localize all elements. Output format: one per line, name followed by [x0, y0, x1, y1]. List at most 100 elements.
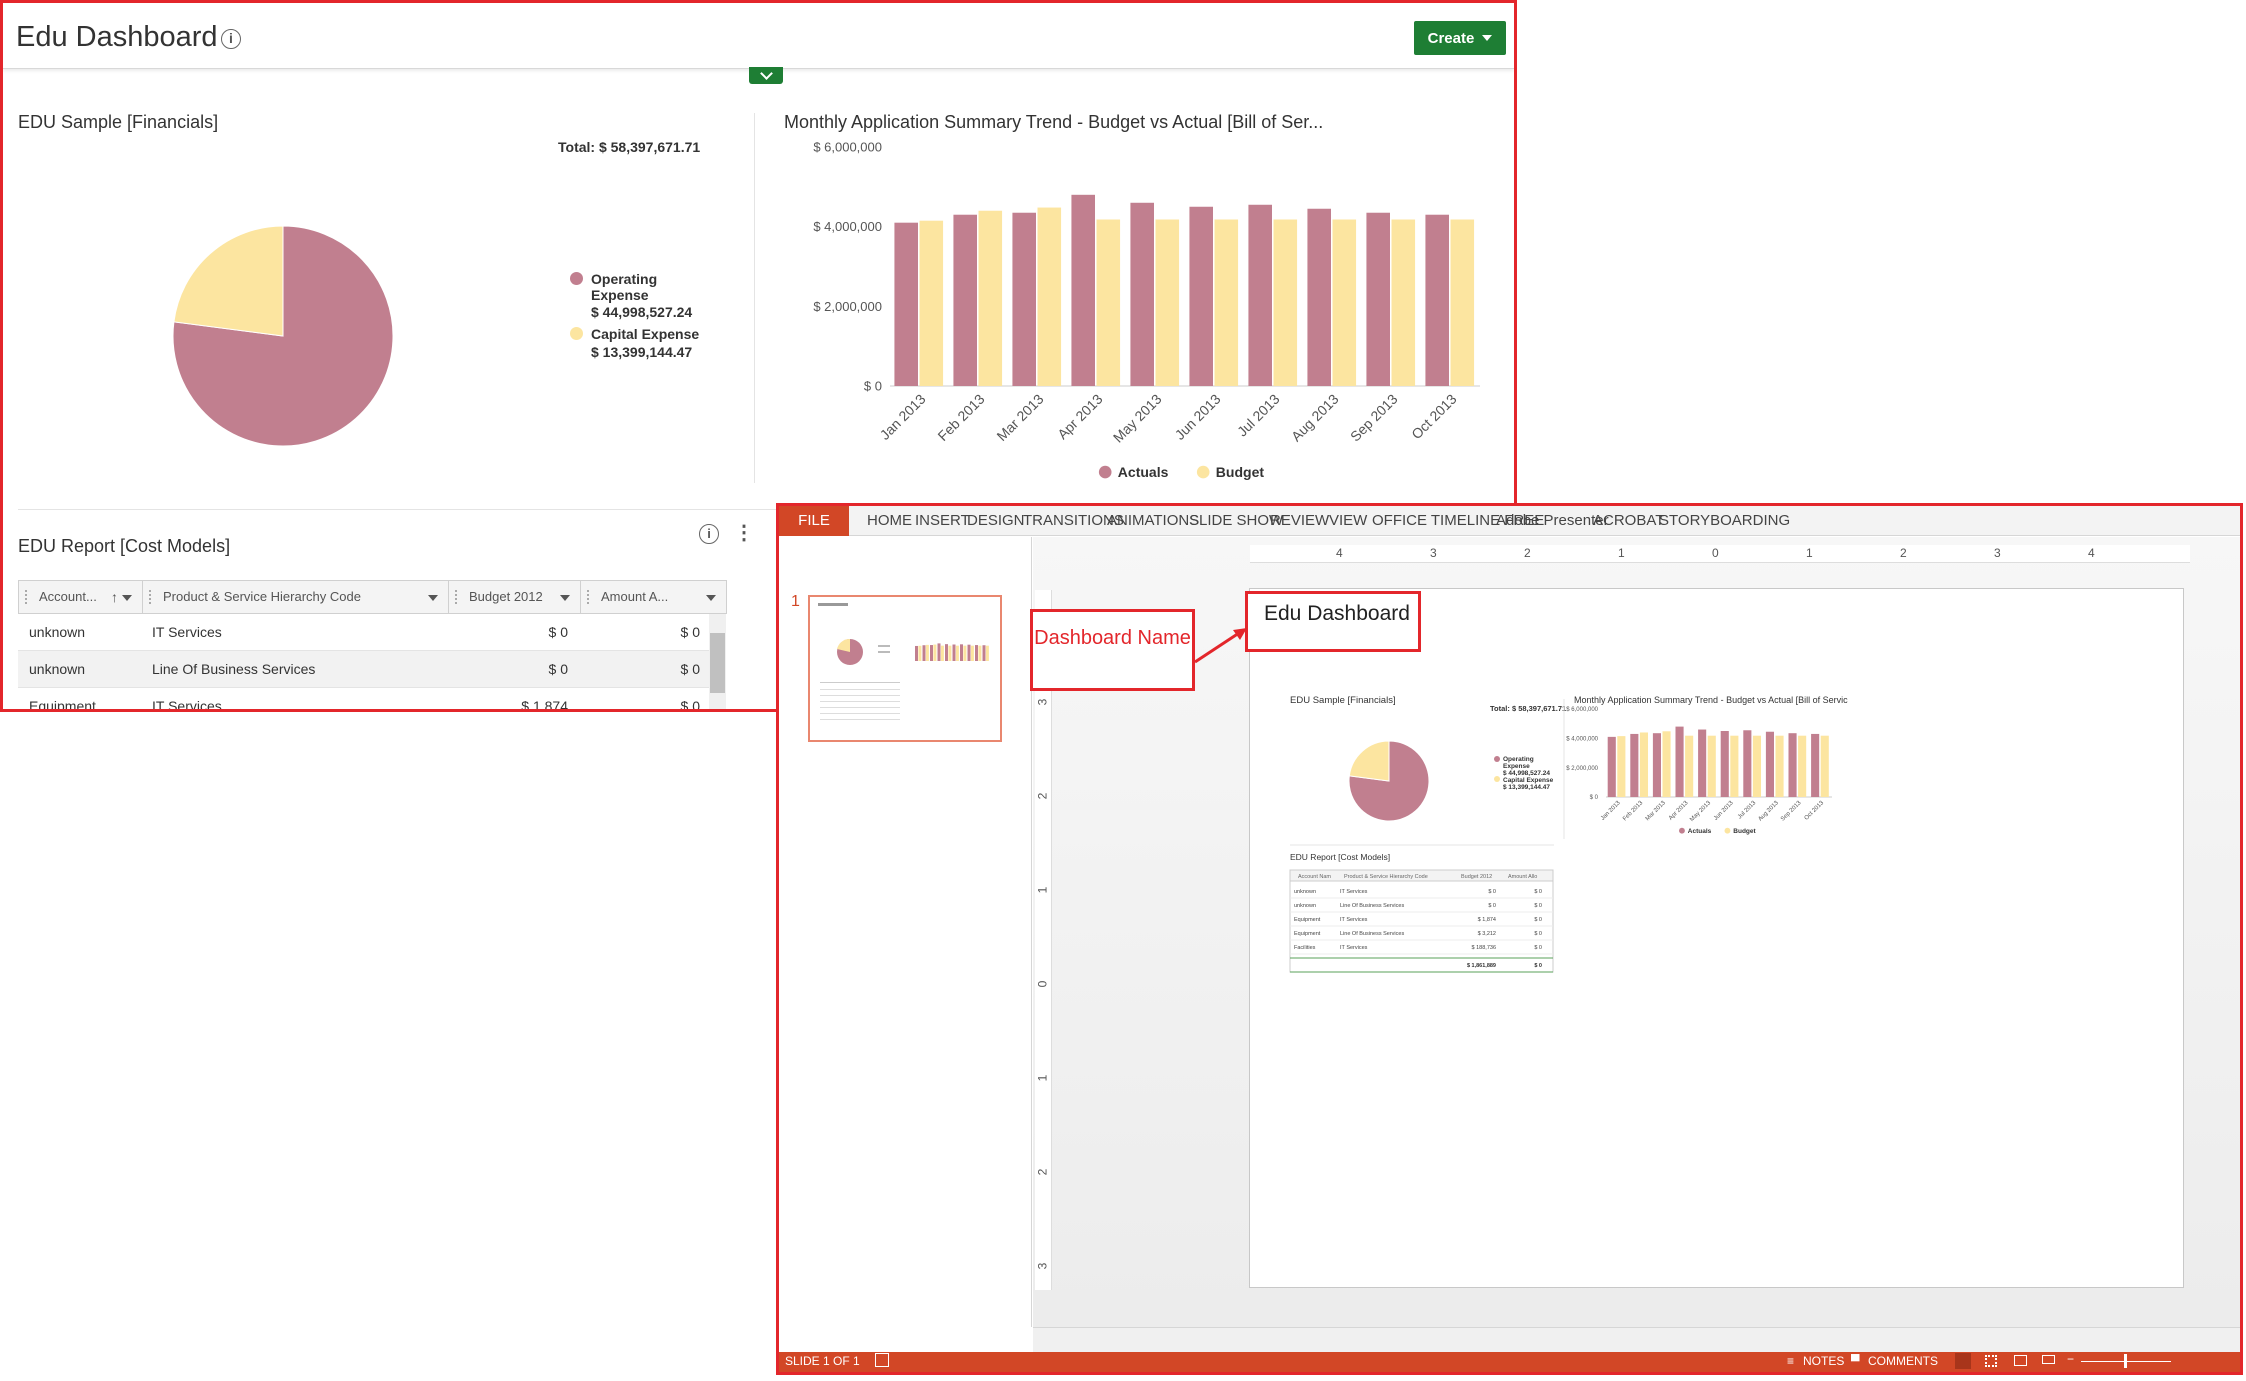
slide[interactable]: EDU Sample [Financials] Total: $ 58,397,6… — [1249, 588, 2184, 1288]
ribbon-tab-view[interactable]: VIEW — [1329, 512, 1368, 529]
slide-cell-amount: $ 0 — [1534, 889, 1542, 895]
x-tick-label: Jun 2013 — [1713, 800, 1735, 822]
dashboard-header: Edu Dashboard i Create — [3, 3, 1514, 69]
normal-view-icon[interactable] — [1955, 1353, 1971, 1369]
scrollbar-thumb[interactable] — [710, 633, 725, 693]
column-header-code[interactable]: Product & Service Hierarchy Code — [143, 581, 449, 613]
dashboard-window: Edu Dashboard i Create EDU Sample [Finan… — [0, 0, 1517, 712]
ruler-tick-label: 3 — [1035, 1262, 1050, 1270]
column-header-account[interactable]: Account... ↑ — [19, 581, 143, 613]
bar-actuals-6 — [1248, 204, 1272, 386]
horizontal-ruler[interactable]: 4 3 2 1 0 1 2 3 4 — [1250, 545, 2190, 563]
slide-total-amount: $ 0 — [1534, 963, 1542, 969]
dropdown-caret-icon[interactable] — [706, 595, 716, 601]
bar-budget-2 — [1662, 731, 1671, 797]
slide-bar-title: Monthly Application Summary Trend - Budg… — [1574, 695, 1848, 705]
thumb-bar — [937, 643, 941, 661]
x-tick-label: Apr 2013 — [1668, 800, 1690, 822]
legend-dot-actuals — [1098, 465, 1112, 479]
slide-report-title: EDU Report [Cost Models] — [1290, 852, 1390, 862]
notes-band — [1033, 1327, 2240, 1352]
create-button[interactable]: Create — [1414, 21, 1506, 55]
slide-cell-budget: $ 188,736 — [1472, 945, 1496, 951]
legend-label-actuals: Actuals — [1688, 828, 1712, 835]
slide-cell-code: IT Services — [1340, 889, 1368, 895]
status-bar: SLIDE 1 OF 1 ≡ NOTES ▀ COMMENTS − — [779, 1352, 2240, 1372]
notes-button[interactable]: NOTES — [1803, 1354, 1845, 1368]
ribbon-tab-animations[interactable]: ANIMATIONS — [1107, 512, 1200, 529]
ribbon-tab-transitions[interactable]: TRANSITIONS — [1023, 512, 1124, 529]
ribbon-tab-design[interactable]: DESIGN — [967, 512, 1025, 529]
column-header-budget[interactable]: Budget 2012 — [449, 581, 581, 613]
ribbon-tab-adobe-presenter[interactable]: Adobe Presenter — [1496, 512, 1609, 529]
ribbon-tab-slide-show[interactable]: SLIDE SHOW — [1189, 512, 1284, 529]
thumb-bar — [948, 645, 952, 661]
y-tick-label: $ 6,000,000 — [813, 140, 882, 155]
bar-actuals-3 — [1675, 726, 1684, 797]
comments-button[interactable]: COMMENTS — [1868, 1354, 1938, 1368]
drag-grip-icon[interactable] — [587, 590, 591, 604]
slide-thumbnail[interactable] — [808, 595, 1002, 742]
ruler-tick-label: 2 — [1035, 1168, 1050, 1176]
slide-title-highlight: Edu Dashboard — [1245, 591, 1421, 652]
table-row[interactable]: unknown Line Of Business Services $ 0 $ … — [18, 651, 711, 688]
slide-cell-account: Equipment — [1294, 917, 1321, 923]
dropdown-caret-icon[interactable] — [428, 595, 438, 601]
ruler-tick-label: 4 — [1336, 546, 1343, 560]
bar-actuals-1 — [1630, 733, 1639, 797]
reading-view-icon[interactable] — [2014, 1355, 2027, 1366]
ribbon-tab-file[interactable]: FILE — [779, 506, 849, 536]
dropdown-caret-icon[interactable] — [122, 595, 132, 601]
page-title: Edu Dashboard — [16, 21, 218, 53]
sort-ascending-icon[interactable]: ↑ — [111, 589, 118, 605]
zoom-out-icon[interactable]: − — [2067, 1352, 2075, 1366]
ribbon-tabs: FILE HOME INSERT DESIGN TRANSITIONS ANIMATION… — [779, 506, 2240, 536]
slide-thumbnail-pane: 1 — [779, 537, 1032, 1327]
spell-check-icon[interactable] — [875, 1353, 889, 1367]
ribbon-tab-office-timeline-free[interactable]: OFFICE TIMELINE FREE — [1372, 512, 1545, 529]
comments-icon[interactable]: ▀ — [1851, 1354, 1860, 1368]
slide-cell-amount: $ 0 — [1534, 945, 1542, 951]
x-tick-label: Jul 2013 — [1737, 800, 1758, 821]
bar-budget-8 — [1391, 219, 1416, 386]
ribbon-tab-insert[interactable]: INSERT — [915, 512, 970, 529]
info-icon[interactable]: i — [699, 524, 719, 544]
thumb-bar — [922, 645, 926, 661]
ruler-tick-label: 3 — [1994, 546, 2001, 560]
ruler-tick-label: 1 — [1806, 546, 1813, 560]
thumb-bar — [933, 644, 937, 661]
ribbon-tab-storyboarding[interactable]: STORYBOARDING — [1659, 512, 1791, 529]
cell-code: IT Services — [152, 698, 222, 712]
slide-count: SLIDE 1 OF 1 — [785, 1354, 860, 1368]
drag-grip-icon[interactable] — [25, 590, 29, 604]
legend-label-capital[interactable]: Capital Expense — [591, 326, 700, 342]
drag-grip-icon[interactable] — [455, 590, 459, 604]
table-row[interactable]: unknown IT Services $ 0 $ 0 — [18, 614, 711, 651]
thumb-bar — [940, 645, 944, 661]
vertical-ruler[interactable]: 3 2 1 0 1 2 3 — [1035, 590, 1052, 1290]
legend-label-budget: Budget — [1733, 828, 1756, 835]
ribbon-tab-acrobat[interactable]: ACROBAT — [1593, 512, 1665, 529]
x-tick-label: Oct 2013 — [1408, 391, 1460, 443]
legend-label-operating[interactable]: Operating Expense — [591, 271, 658, 303]
zoom-slider-thumb[interactable] — [2124, 1354, 2127, 1368]
notes-icon[interactable]: ≡ — [1787, 1354, 1795, 1368]
collapse-toggle-button[interactable] — [749, 67, 783, 84]
info-icon[interactable]: i — [221, 29, 241, 49]
column-header-amount[interactable]: Amount A... — [581, 581, 726, 613]
ribbon-tab-home[interactable]: HOME — [867, 512, 912, 529]
ribbon-tab-review[interactable]: REVIEW — [1270, 512, 1330, 529]
ruler-tick-label: 4 — [2088, 546, 2095, 560]
report-widget-title: EDU Report [Cost Models] — [18, 536, 231, 556]
x-tick-label: Jul 2013 — [1234, 391, 1283, 440]
slideshow-icon[interactable] — [2042, 1355, 2055, 1364]
dropdown-caret-icon[interactable] — [560, 595, 570, 601]
slide-legend-value: $ 44,998,527.24 — [1503, 770, 1550, 777]
dashboard-name-callout: Dashboard Name — [1030, 609, 1195, 691]
slide-cell-amount: $ 0 — [1534, 903, 1542, 909]
table-row[interactable]: Equipment IT Services $ 1,874 $ 0 — [18, 688, 711, 712]
more-options-icon[interactable]: ⋮ — [734, 522, 754, 544]
ruler-tick-label: 0 — [1035, 980, 1050, 988]
slide-sorter-icon[interactable] — [1985, 1355, 1997, 1367]
drag-grip-icon[interactable] — [149, 590, 153, 604]
